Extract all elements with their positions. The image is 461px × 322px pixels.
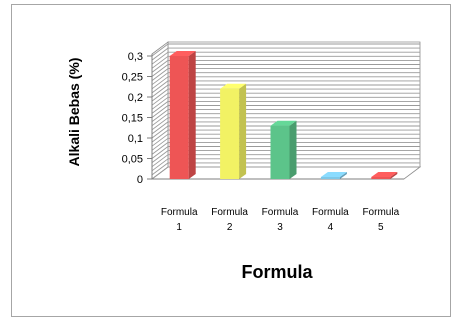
gridline bbox=[151, 158, 169, 172]
bar-side bbox=[239, 83, 247, 179]
bar-top bbox=[220, 83, 247, 89]
bar-front bbox=[270, 125, 290, 179]
gridline bbox=[151, 72, 169, 86]
gridline bbox=[151, 51, 169, 65]
x-tick-label-line: Formula bbox=[262, 207, 299, 218]
bar-side bbox=[188, 51, 196, 179]
x-tick-label-line: 2 bbox=[227, 222, 233, 233]
bar-side bbox=[339, 171, 347, 179]
gridline bbox=[151, 133, 169, 147]
gridline bbox=[151, 101, 169, 114]
bar bbox=[270, 120, 297, 179]
gridline bbox=[151, 146, 169, 159]
y-tick-label: 0,15 bbox=[122, 113, 143, 125]
x-axis-title: Formula bbox=[241, 262, 313, 282]
bar-top bbox=[371, 171, 398, 177]
y-tick-label: 0,25 bbox=[122, 72, 143, 84]
x-tick-label: Formula 4 bbox=[312, 207, 349, 233]
bar-top bbox=[270, 120, 297, 126]
x-tick-label-line: 1 bbox=[176, 222, 182, 233]
x-tick-label-line: 4 bbox=[328, 222, 334, 233]
x-tick-label-line: Formula bbox=[161, 207, 198, 218]
bar-front bbox=[220, 88, 240, 179]
gridline bbox=[151, 117, 169, 131]
y-tick-label: 0,2 bbox=[128, 92, 143, 104]
y-tick-label: 0 bbox=[137, 174, 143, 186]
gridline bbox=[151, 154, 169, 168]
gridline bbox=[151, 162, 169, 176]
bar-side bbox=[390, 171, 398, 179]
x-tick-label-line: Formula bbox=[362, 207, 399, 218]
gridline bbox=[151, 80, 169, 94]
gridline bbox=[151, 47, 169, 61]
x-tick-label: Formula 1 bbox=[161, 207, 198, 233]
x-tick-label-line: 5 bbox=[378, 222, 384, 233]
bar bbox=[371, 171, 398, 179]
bar bbox=[220, 83, 247, 179]
y-tick-label: 0,05 bbox=[122, 154, 143, 166]
y-axis-title: Alkali Bebas (%) bbox=[66, 58, 82, 167]
gridline bbox=[151, 129, 169, 143]
gridline bbox=[151, 96, 169, 110]
gridline bbox=[151, 88, 169, 102]
gridline bbox=[151, 125, 169, 139]
gridline bbox=[151, 109, 169, 122]
x-tick-label-line: Formula bbox=[312, 207, 349, 218]
x-tick-label-line: Formula bbox=[211, 207, 248, 218]
bar-front bbox=[169, 56, 189, 179]
bar-front bbox=[320, 176, 340, 179]
bar-side bbox=[289, 120, 297, 179]
gridline bbox=[151, 105, 169, 118]
gridline bbox=[151, 113, 169, 127]
x-tick-label: Formula 5 bbox=[362, 207, 399, 233]
gridline bbox=[151, 142, 169, 155]
bar bbox=[169, 51, 196, 179]
x-tick-labels: Formula 1 Formula 2 Formula 3 Formula 4 Formula 5 bbox=[161, 207, 400, 233]
bar-front bbox=[371, 176, 391, 179]
gridline bbox=[151, 84, 169, 98]
gridline bbox=[151, 150, 169, 163]
gridline bbox=[151, 121, 169, 135]
x-tick-label-line: 3 bbox=[277, 222, 283, 233]
x-tick-label: Formula 3 bbox=[262, 207, 299, 233]
gridline bbox=[151, 55, 169, 69]
y-tick-label: 0,3 bbox=[128, 51, 143, 63]
bars bbox=[169, 51, 398, 179]
gridline bbox=[151, 137, 169, 151]
y-tick-labels: 0 0,05 0,1 0,15 0,2 0,25 0,3 bbox=[122, 51, 152, 186]
gridline bbox=[151, 166, 169, 180]
x-tick-label: Formula 2 bbox=[211, 207, 248, 233]
bar bbox=[320, 171, 347, 179]
gridline bbox=[151, 68, 169, 81]
gridline bbox=[151, 64, 169, 77]
gridline bbox=[151, 92, 169, 106]
bar-top bbox=[320, 171, 347, 177]
y-tick-label: 0,1 bbox=[128, 133, 143, 145]
bar-top bbox=[169, 51, 196, 56]
gridline bbox=[151, 76, 169, 90]
gridline bbox=[151, 43, 169, 57]
gridline bbox=[151, 60, 169, 73]
